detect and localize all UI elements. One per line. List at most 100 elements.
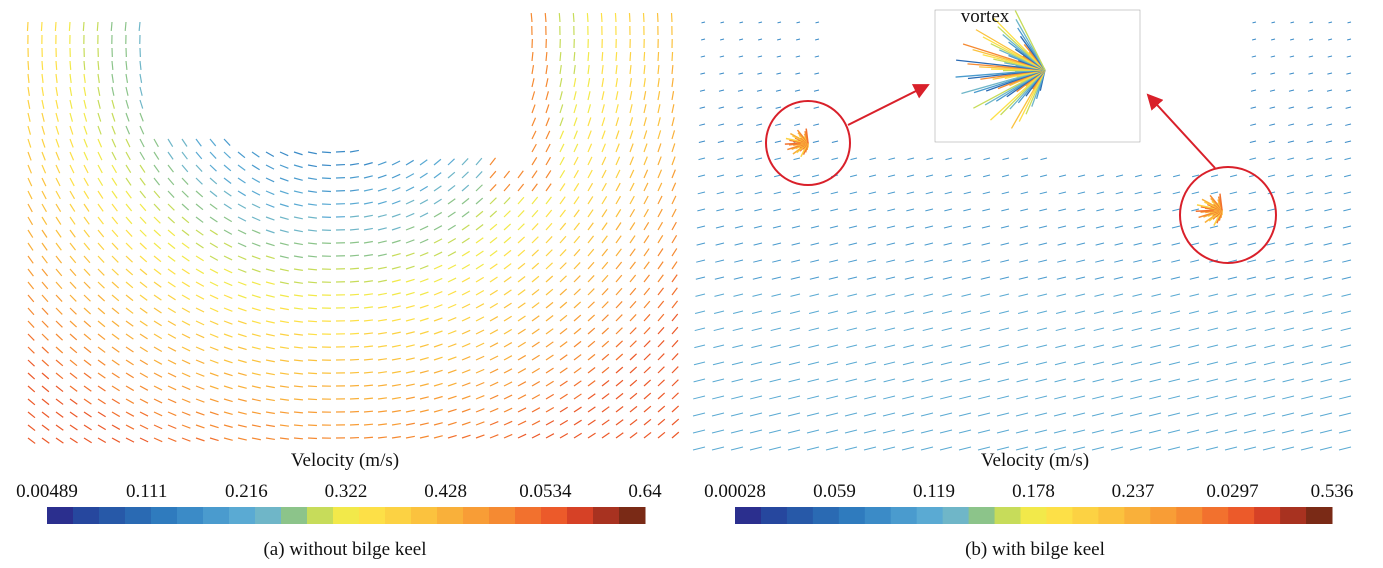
vector [196,373,204,376]
vector [717,158,724,160]
vector [112,139,116,147]
vector [616,328,622,334]
vector [56,399,63,404]
vector [238,230,246,234]
vector [1189,311,1199,313]
vector [1345,141,1351,143]
vector [378,201,387,204]
vector [1190,260,1199,262]
vector [98,113,101,122]
vector [588,354,595,360]
vector [266,217,274,220]
vector [252,152,259,157]
vector [1326,124,1332,125]
vector [616,209,621,217]
vector [698,158,705,160]
vector [982,209,990,211]
vector [1327,73,1332,74]
vector [658,301,664,308]
vector [945,158,952,160]
vector [196,360,204,363]
colorbar-cell [839,507,865,524]
vector [1208,328,1218,331]
vector [793,192,800,194]
colorbar-tick-label: 0.237 [1112,481,1155,502]
vector [616,367,623,373]
vector [588,236,594,243]
vector [56,360,63,366]
vector [658,327,664,334]
vector [504,369,512,373]
vector [84,126,87,134]
vector [280,230,289,232]
vector [829,277,838,279]
vector [238,178,245,183]
vector [701,39,705,40]
vector [925,209,933,211]
vector [42,360,49,366]
vector [126,139,130,147]
vector [126,217,132,224]
vector [420,331,429,334]
vector [84,425,92,430]
vector [546,434,554,438]
vector [224,152,231,158]
vector [294,386,303,387]
vector [1040,158,1047,160]
vector [831,158,838,160]
vector [943,260,952,262]
vector [714,328,724,331]
vector [126,386,134,391]
vector [294,308,303,309]
vector [831,192,838,194]
vector [734,277,743,279]
vector [717,175,724,177]
vector [532,105,535,113]
vector [1250,124,1256,125]
vector [1131,362,1142,365]
vector [70,360,77,366]
vector [448,318,456,321]
vector [754,243,762,245]
vector [266,243,275,246]
vector [434,344,443,347]
vector [886,277,895,279]
vector [504,434,512,438]
colorbar-tick-label: 0.322 [325,481,368,502]
vector [1340,362,1351,365]
vector [28,412,35,418]
vector [1040,175,1047,177]
vector [560,342,567,347]
vector [224,295,232,298]
vector [1074,362,1085,365]
vector [1206,447,1218,450]
vector [196,178,202,184]
vector [308,308,317,309]
vector [98,256,104,263]
vector [644,157,647,165]
colorbar-cell [73,507,100,524]
vector [698,175,705,177]
vector [1057,277,1066,279]
vector [448,396,457,399]
vector [1340,345,1351,348]
vector [1266,277,1275,279]
vector [140,321,147,326]
vector [712,430,724,433]
vector [126,438,134,442]
vector [672,52,673,61]
vector [869,158,876,160]
vector [140,243,147,249]
vector [182,191,188,197]
vector [420,213,428,217]
vector [182,217,189,223]
vector [420,410,429,412]
vector [224,412,233,414]
vector [769,447,781,450]
vector [1306,175,1313,177]
colorbar-cell [437,507,464,524]
vector [1171,260,1180,262]
vector [280,360,289,361]
vector [733,294,743,296]
vector [959,447,971,450]
